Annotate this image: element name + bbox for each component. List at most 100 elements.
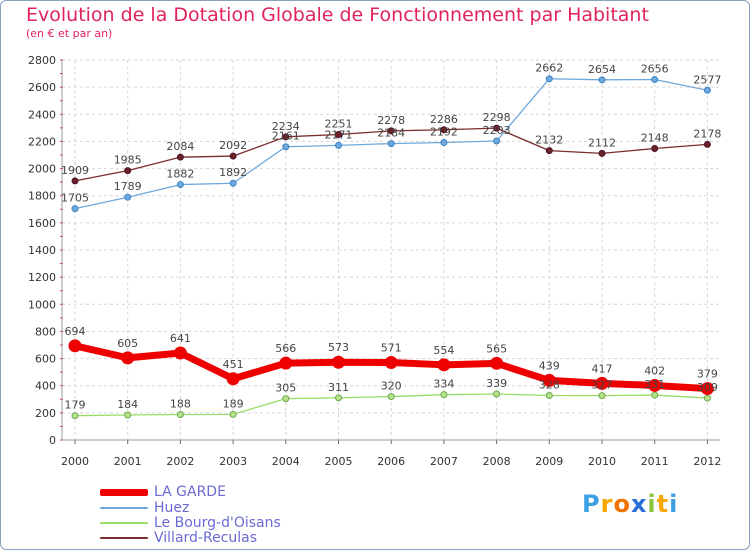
data-point-huez — [229, 179, 237, 187]
x-tick-label: 2003 — [219, 455, 247, 468]
data-label-villard-reculas: 1909 — [61, 164, 89, 177]
data-point-villard-reculas — [229, 152, 237, 160]
x-tick-label: 2008 — [483, 455, 511, 468]
y-tick-label: 1000 — [28, 298, 56, 311]
legend-item-le-bourg-doisans[interactable]: Le Bourg-d'Oisans — [100, 515, 320, 531]
data-label-huez: 1789 — [114, 180, 142, 193]
y-tick-label: 1800 — [28, 190, 56, 203]
data-point-le-bourg-d-oisans — [703, 394, 711, 402]
x-tick-label: 2001 — [114, 455, 142, 468]
data-label-la-garde: 417 — [592, 362, 613, 375]
logo-letter: P — [582, 490, 601, 518]
data-label-la-garde: 402 — [644, 364, 665, 377]
legend-swatch-huez — [100, 507, 148, 509]
data-label-huez: 1892 — [219, 166, 247, 179]
data-point-huez — [440, 139, 448, 147]
data-label-huez: 2654 — [588, 63, 616, 76]
legend-item-la-garde[interactable]: LA GARDE — [100, 484, 320, 500]
data-point-le-bourg-d-oisans — [545, 391, 553, 399]
data-point-villard-reculas — [176, 153, 184, 161]
logo-letter: x — [630, 490, 648, 518]
data-label-huez: 2203 — [483, 124, 511, 137]
data-point-le-bourg-d-oisans — [651, 391, 659, 399]
logo-letter: t — [656, 490, 670, 518]
data-label-la-garde: 566 — [275, 342, 296, 355]
y-tick-label: 400 — [35, 380, 56, 393]
data-point-villard-reculas — [71, 177, 79, 185]
data-point-le-bourg-d-oisans — [493, 390, 501, 398]
x-tick-label: 2006 — [377, 455, 405, 468]
x-tick-label: 2012 — [693, 455, 721, 468]
data-point-la-garde — [437, 358, 451, 372]
data-label-le-bourg-d-oisans: 331 — [644, 378, 665, 391]
data-point-villard-reculas — [124, 167, 132, 175]
x-tick-label: 2011 — [641, 455, 669, 468]
y-tick-label: 2600 — [28, 81, 56, 94]
data-point-huez — [703, 86, 711, 94]
data-label-huez: 2577 — [693, 73, 721, 86]
legend-swatch-villard-reculas — [100, 537, 148, 539]
data-point-le-bourg-d-oisans — [440, 391, 448, 399]
data-point-le-bourg-d-oisans — [71, 412, 79, 420]
data-label-villard-reculas: 2298 — [483, 111, 511, 124]
data-label-le-bourg-d-oisans: 189 — [223, 397, 244, 410]
logo-letter: i — [669, 490, 679, 518]
data-label-le-bourg-d-oisans: 179 — [65, 399, 86, 412]
y-tick-label: 1600 — [28, 217, 56, 230]
y-tick-label: 2000 — [28, 163, 56, 176]
y-tick-label: 200 — [35, 407, 56, 420]
legend-item-huez[interactable]: Huez — [100, 500, 320, 516]
data-point-la-garde — [279, 356, 293, 370]
data-label-la-garde: 641 — [170, 332, 191, 345]
data-point-la-garde — [648, 378, 662, 392]
legend-label-huez: Huez — [154, 500, 190, 516]
data-point-huez — [335, 141, 342, 149]
x-tick-label: 2007 — [430, 455, 458, 468]
y-tick-label: 1400 — [28, 244, 56, 257]
data-point-villard-reculas — [335, 131, 342, 139]
data-label-villard-reculas: 2178 — [693, 127, 721, 140]
data-label-le-bourg-d-oisans: 305 — [275, 382, 296, 395]
data-point-huez — [651, 76, 659, 84]
data-point-le-bourg-d-oisans — [176, 410, 184, 418]
legend-item-villard-reculas[interactable]: Villard-Reculas — [100, 530, 320, 546]
data-label-huez: 2171 — [325, 128, 353, 141]
data-point-huez — [124, 193, 132, 201]
series-le-bourg-d-oisans — [71, 390, 711, 420]
data-label-villard-reculas: 2132 — [535, 134, 563, 147]
data-point-huez — [387, 140, 395, 148]
x-tick-label: 2000 — [61, 455, 89, 468]
data-point-villard-reculas — [598, 149, 606, 157]
data-label-huez: 1705 — [61, 192, 89, 205]
data-label-le-bourg-d-oisans: 328 — [539, 378, 560, 391]
y-tick-label: 2400 — [28, 108, 56, 121]
data-point-huez — [545, 75, 553, 83]
y-tick-label: 2800 — [28, 54, 56, 67]
data-label-le-bourg-d-oisans: 309 — [697, 381, 718, 394]
data-label-la-garde: 605 — [117, 337, 138, 350]
data-point-le-bourg-d-oisans — [387, 393, 395, 401]
series-huez — [71, 75, 711, 213]
data-label-le-bourg-d-oisans: 320 — [381, 380, 402, 393]
data-point-villard-reculas — [282, 133, 290, 141]
data-point-villard-reculas — [651, 144, 659, 152]
data-label-huez: 1882 — [166, 168, 194, 181]
y-tick-label: 0 — [49, 434, 56, 447]
x-tick-label: 2005 — [325, 455, 353, 468]
data-label-villard-reculas: 2278 — [377, 114, 405, 127]
data-point-la-garde — [595, 376, 609, 390]
data-point-la-garde — [384, 356, 398, 370]
series-la-garde — [68, 339, 714, 396]
data-label-villard-reculas: 2092 — [219, 139, 247, 152]
logo-letter: o — [613, 490, 631, 518]
legend-swatch-la-garde — [100, 489, 148, 496]
data-point-villard-reculas — [545, 147, 553, 155]
data-point-huez — [493, 137, 501, 145]
chart-subtitle: (en € et par an) — [26, 27, 113, 40]
data-point-huez — [176, 181, 184, 189]
x-tick-label: 2010 — [588, 455, 616, 468]
data-point-la-garde — [121, 351, 135, 365]
data-label-villard-reculas: 2251 — [325, 118, 353, 131]
legend-label-le-bourg-doisans: Le Bourg-d'Oisans — [154, 515, 281, 531]
data-point-le-bourg-d-oisans — [229, 410, 237, 418]
